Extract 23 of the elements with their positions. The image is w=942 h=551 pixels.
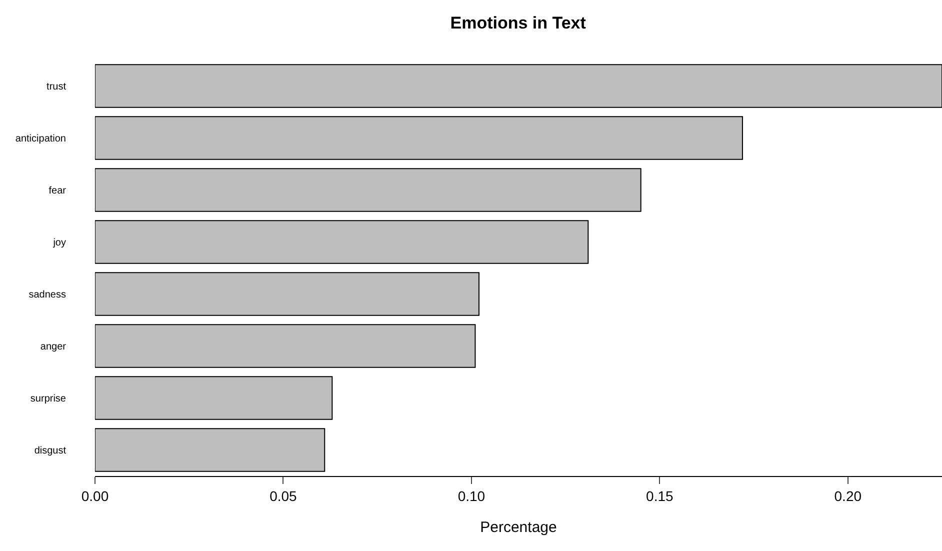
chart-title: Emotions in Text bbox=[450, 13, 586, 32]
bar bbox=[95, 168, 642, 212]
bar bbox=[95, 64, 942, 108]
y-tick-label: joy bbox=[52, 238, 66, 248]
x-tick-label: 0.20 bbox=[834, 488, 862, 504]
x-tick-label: 0.00 bbox=[81, 488, 109, 504]
y-tick-label: disgust bbox=[34, 446, 66, 456]
y-tick-label: surprise bbox=[30, 394, 66, 404]
bar bbox=[95, 220, 589, 264]
bar bbox=[95, 116, 743, 160]
x-tick-label: 0.05 bbox=[270, 488, 298, 504]
x-tick-label: 0.10 bbox=[458, 488, 486, 504]
y-tick-label: sadness bbox=[28, 290, 66, 300]
bar bbox=[95, 272, 480, 316]
bar bbox=[95, 324, 476, 368]
y-tick-label: anger bbox=[40, 342, 67, 352]
bar bbox=[95, 428, 326, 472]
bar bbox=[95, 376, 333, 420]
y-tick-label: trust bbox=[46, 82, 66, 92]
x-axis-title: Percentage bbox=[480, 518, 557, 536]
y-tick-label: anticipation bbox=[15, 134, 66, 144]
x-tick-label: 0.15 bbox=[646, 488, 674, 504]
y-tick-label: fear bbox=[48, 186, 67, 196]
